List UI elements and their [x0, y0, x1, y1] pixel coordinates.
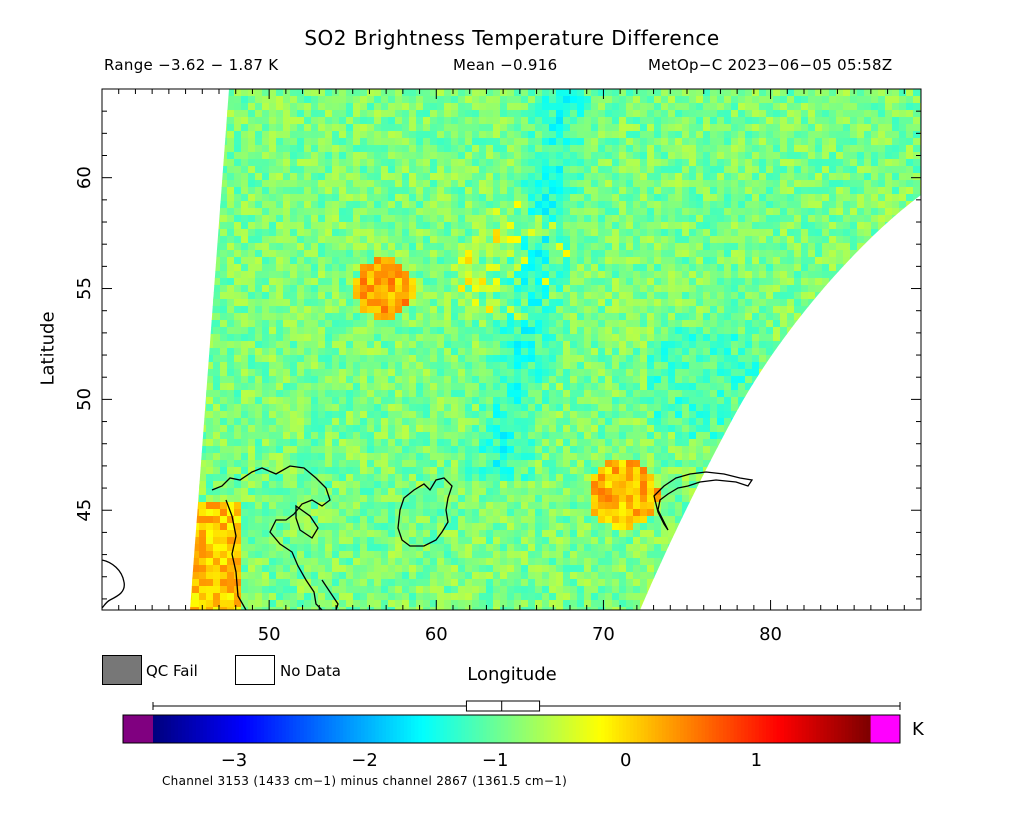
plot-frame — [101, 88, 922, 611]
qc-fail-label: QC Fail — [146, 662, 198, 680]
y-axis-ticks — [102, 88, 921, 600]
colorbar-tick-label: 0 — [620, 750, 632, 771]
y-tick-label: 50 — [74, 388, 95, 411]
y-tick-label: 55 — [74, 277, 95, 300]
colorbar-tick-label: −3 — [220, 750, 248, 771]
satellite-timestamp: MetOp−C 2023−06−05 05:58Z — [648, 56, 893, 74]
coastline — [102, 465, 754, 610]
qc-fail-swatch — [102, 655, 142, 685]
x-tick-label: 70 — [592, 624, 615, 645]
channel-footnote: Channel 3153 (1433 cm−1) minus channel 2… — [162, 774, 568, 788]
mean-value: Mean −0.916 — [453, 56, 558, 74]
colorbar-tick-label: −1 — [481, 750, 509, 771]
x-axis-label: Longitude — [467, 664, 557, 685]
value-range: Range −3.62 − 1.87 K — [104, 56, 279, 74]
colorbar — [122, 714, 901, 744]
y-tick-label: 45 — [74, 499, 95, 522]
colorbar-tick-label: 1 — [750, 750, 763, 771]
colorbar-high-overflow — [870, 715, 900, 743]
plot-title: SO2 Brightness Temperature Difference — [304, 26, 720, 50]
boxplot-box — [465, 700, 541, 712]
x-tick-label: 60 — [425, 624, 448, 645]
x-axis-tick-labels: 50 60 70 80 — [258, 624, 782, 645]
x-tick-label: 80 — [759, 624, 782, 645]
y-axis-tick-labels: 45 50 55 60 — [74, 166, 95, 521]
colorbar-unit: K — [912, 719, 924, 740]
colorbar-boxplot — [152, 700, 901, 712]
colorbar-low-overflow — [123, 715, 153, 743]
y-tick-label: 60 — [74, 166, 95, 189]
y-axis-label: Latitude — [37, 311, 59, 386]
x-axis-ticks — [101, 89, 922, 610]
colorbar-tick-label: −2 — [351, 750, 378, 771]
no-data-label: No Data — [280, 662, 341, 680]
no-data-swatch — [235, 655, 275, 685]
x-tick-label: 50 — [258, 624, 281, 645]
